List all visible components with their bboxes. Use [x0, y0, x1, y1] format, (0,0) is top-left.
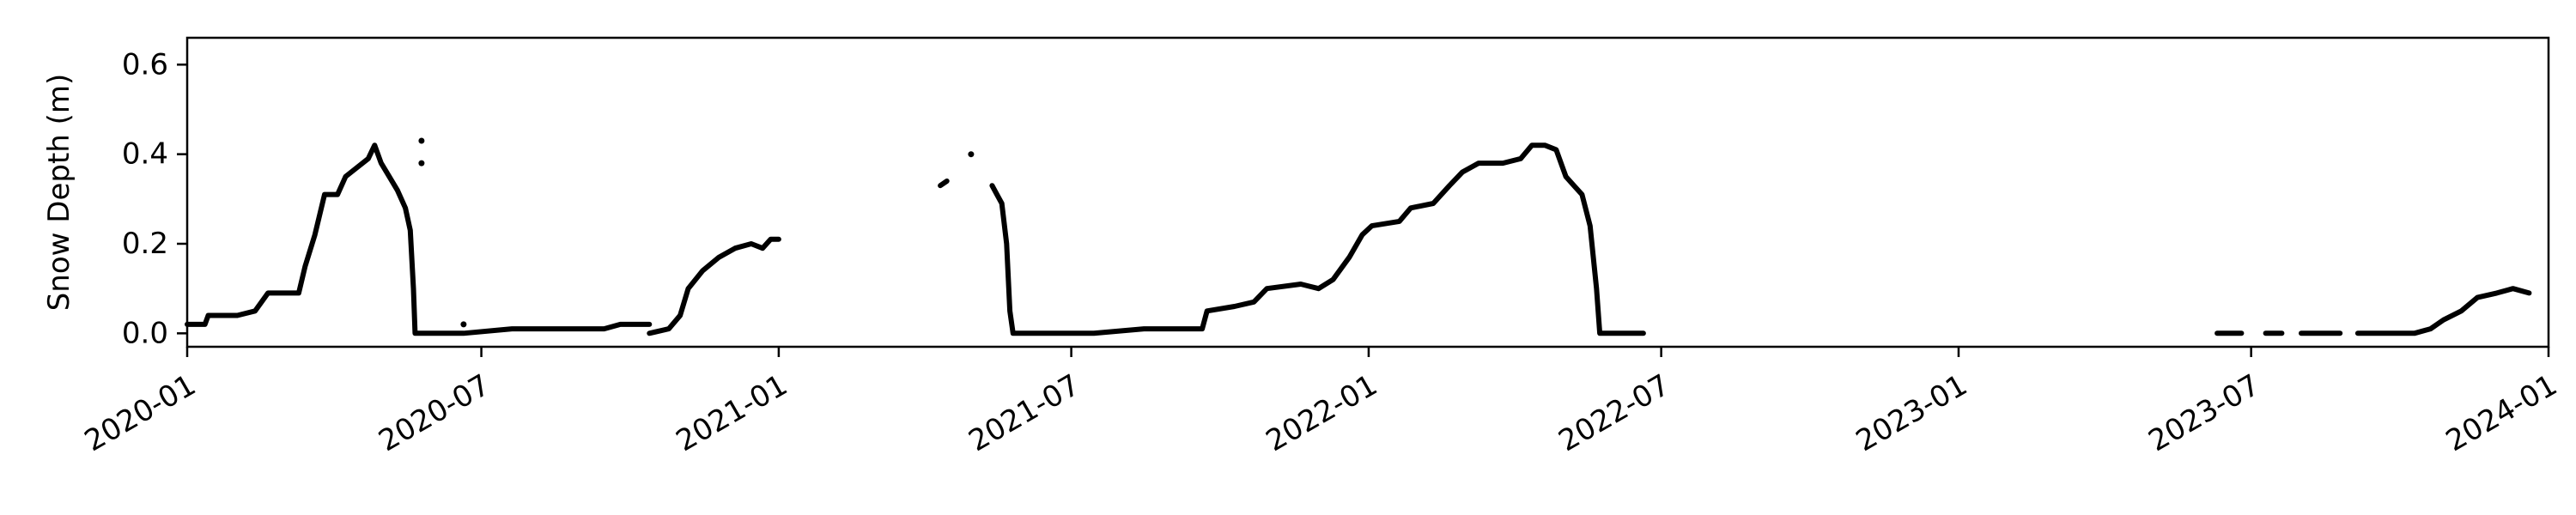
axes: 2020-01 2020-07 2021-01 2021-07 2022-01 2022-…	[79, 47, 2563, 458]
data-point	[460, 321, 467, 328]
x-tick-label: 2021-01	[671, 368, 793, 459]
snow-depth-series-segment	[989, 142, 1646, 336]
x-tick-label: 2022-01	[1261, 368, 1383, 459]
snow-depth-series-segment	[938, 179, 950, 189]
y-tick-label: 0.2	[122, 227, 168, 261]
data-point	[968, 151, 975, 158]
x-tick-label: 2021-07	[963, 368, 1085, 459]
y-tick-label: 0.6	[122, 47, 168, 82]
snow-depth-series-segment	[185, 142, 653, 336]
y-tick-label: 0.4	[122, 137, 168, 172]
x-tick-label: 2024-01	[2440, 368, 2563, 459]
x-tick-label: 2022-07	[1553, 368, 1676, 459]
data-point	[418, 137, 425, 144]
x-tick-label: 2020-01	[79, 368, 202, 459]
plot-frame	[185, 36, 2550, 348]
x-tick-label: 2023-01	[1850, 368, 1973, 459]
y-axis-label: Snow Depth (m)	[42, 74, 76, 312]
snow-depth-series-segment	[2354, 286, 2532, 336]
x-tick-label: 2023-07	[2143, 368, 2266, 459]
y-tick-label: 0.0	[122, 316, 168, 350]
x-tick-label: 2020-07	[373, 368, 495, 459]
plot-area	[185, 137, 2532, 336]
snow-depth-series-segment	[647, 236, 781, 336]
data-point	[418, 160, 425, 167]
